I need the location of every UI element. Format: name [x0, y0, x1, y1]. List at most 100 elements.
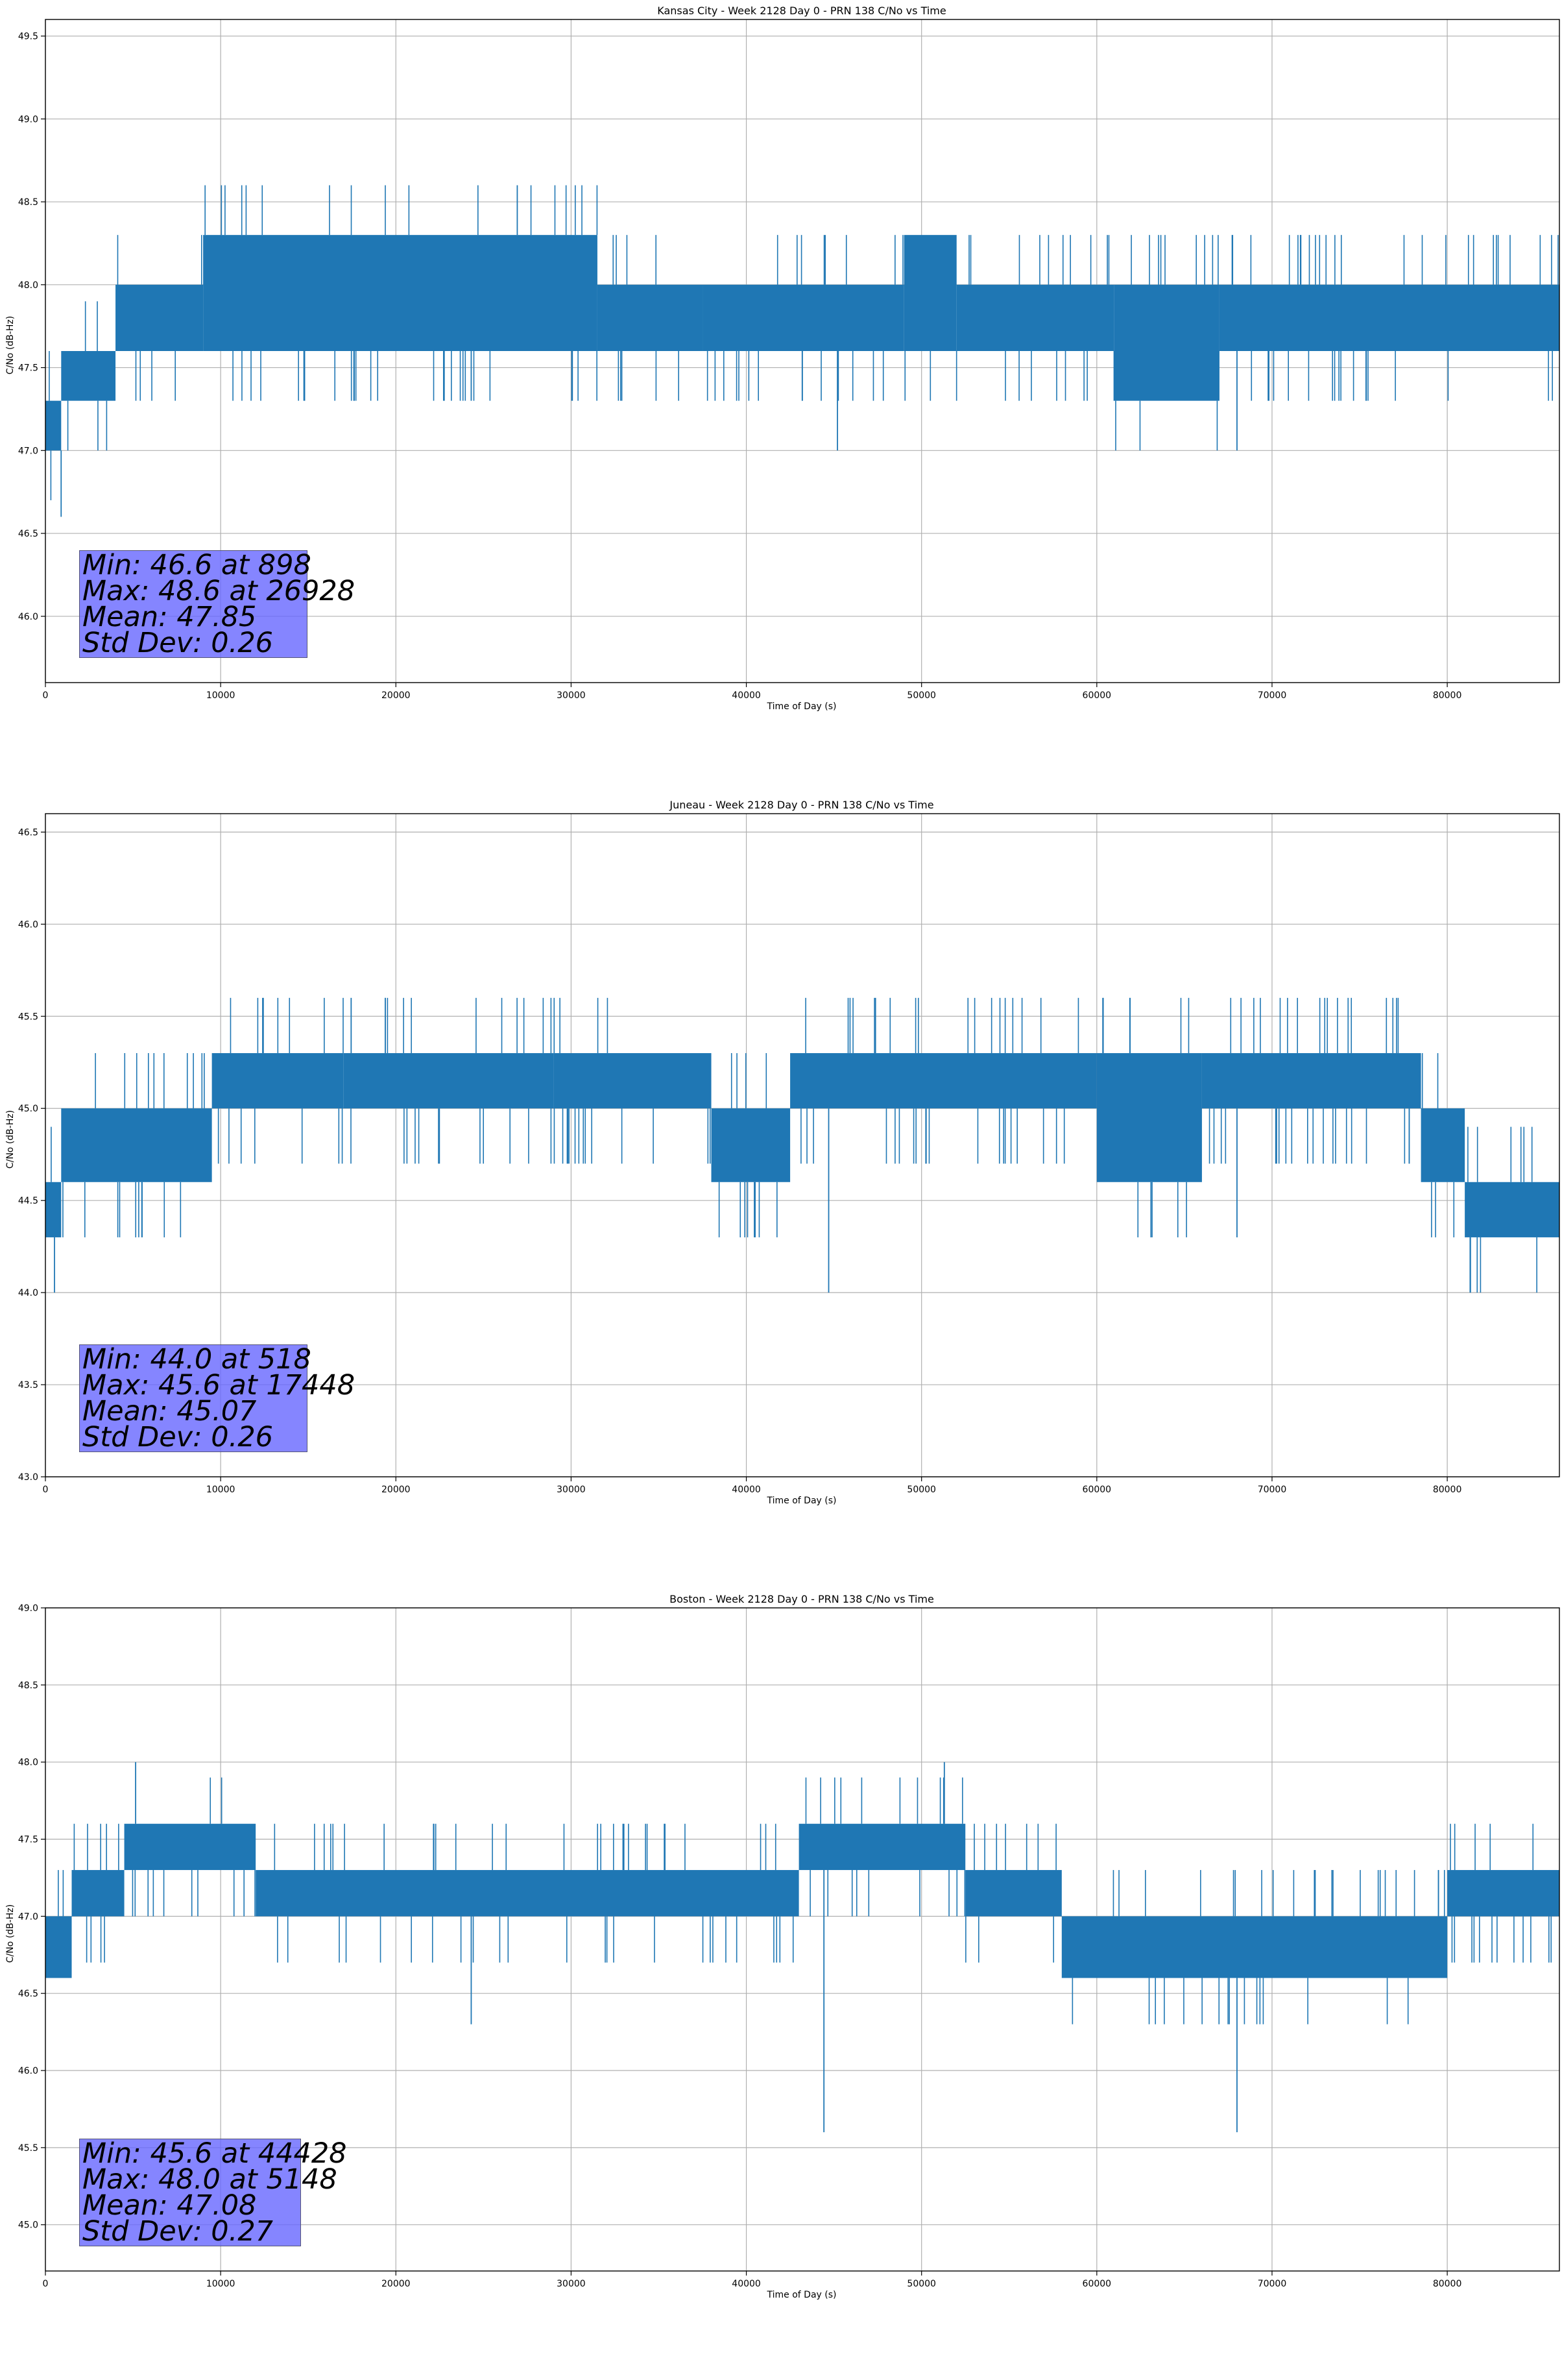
- series-cno: [45, 997, 1559, 1293]
- series-band: [45, 1182, 62, 1237]
- stats-max: Max: 48.6 at 26928: [82, 575, 355, 607]
- x-tick-label: 0: [43, 1485, 49, 1495]
- y-tick-label: 47.0: [18, 1912, 38, 1922]
- y-tick-label: 49.0: [18, 114, 38, 125]
- x-tick-label: 50000: [907, 690, 936, 701]
- chart-title: Kansas City - Week 2128 Day 0 - PRN 138 …: [657, 5, 946, 17]
- x-tick-label: 80000: [1433, 2279, 1462, 2289]
- x-tick-label: 20000: [381, 690, 411, 701]
- stats-box: Min: 45.6 at 44428 Max: 48.0 at 5148 Mea…: [79, 2137, 347, 2248]
- y-tick-label: 46.0: [18, 2066, 38, 2076]
- series-band: [61, 351, 116, 401]
- x-tick-label: 0: [43, 2279, 49, 2289]
- x-tick-label: 50000: [907, 2279, 936, 2289]
- stats-mean: Mean: 47.08: [82, 2189, 257, 2222]
- x-tick-label: 70000: [1258, 690, 1287, 701]
- x-tick-label: 10000: [206, 2279, 235, 2289]
- x-tick-label: 40000: [732, 2279, 761, 2289]
- stats-std-dev: Std Dev: 0.26: [82, 627, 274, 659]
- y-tick-label: 47.5: [18, 363, 38, 374]
- y-tick-label: 48.5: [18, 197, 38, 208]
- stats-min: Min: 44.0 at 518: [82, 1343, 311, 1376]
- chart-title: Juneau - Week 2128 Day 0 - PRN 138 C/No …: [669, 799, 933, 811]
- y-tick-label: 48.0: [18, 1758, 38, 1768]
- series-band: [1465, 1182, 1559, 1237]
- x-tick-label: 70000: [1258, 1485, 1287, 1495]
- chart-panel-kansas-city: Kansas City - Week 2128 Day 0 - PRN 138 …: [0, 0, 1562, 792]
- series-band: [124, 1823, 256, 1871]
- stats-mean: Mean: 45.07: [82, 1395, 257, 1427]
- series-band: [343, 1053, 554, 1109]
- plot-frame: [45, 813, 1560, 1477]
- series-band: [956, 284, 1114, 351]
- series-band: [597, 284, 703, 351]
- x-tick-label: 40000: [732, 690, 761, 701]
- chart-svg-juneau: Juneau - Week 2128 Day 0 - PRN 138 C/No …: [5, 799, 1560, 1506]
- y-tick-label: 46.5: [18, 1989, 38, 1999]
- axes-ticks: 0 10000 20000 30000 40000 50000 60000 70000 8000…: [18, 827, 1462, 1495]
- chart-panel-boston: Boston - Week 2128 Day 0 - PRN 138 C/No …: [0, 1588, 1562, 2380]
- x-tick-label: 50000: [907, 1485, 936, 1495]
- y-tick-label: 47.5: [18, 1835, 38, 1845]
- x-tick-label: 70000: [1258, 2279, 1287, 2289]
- y-tick-label: 45.5: [18, 1012, 38, 1022]
- stats-min: Min: 45.6 at 44428: [82, 2137, 347, 2170]
- y-tick-label: 43.5: [18, 1380, 38, 1390]
- x-tick-label: 40000: [732, 1485, 761, 1495]
- y-tick-label: 45.5: [18, 2143, 38, 2154]
- y-tick-label: 45.0: [18, 2220, 38, 2231]
- stats-std-dev: Std Dev: 0.27: [82, 2215, 274, 2248]
- y-tick-label: 46.5: [18, 827, 38, 838]
- series-band: [45, 1916, 72, 1978]
- series-band: [71, 1870, 125, 1917]
- y-tick-label: 46.0: [18, 919, 38, 930]
- y-tick-label: 44.5: [18, 1196, 38, 1206]
- chart-svg-kansas-city: Kansas City - Week 2128 Day 0 - PRN 138 …: [5, 5, 1560, 712]
- y-tick-label: 48.0: [18, 280, 38, 291]
- series-band: [256, 1870, 799, 1917]
- x-axis-label: Time of Day (s): [767, 2290, 837, 2300]
- x-tick-label: 30000: [557, 690, 586, 701]
- axes-ticks: 0 10000 20000 30000 40000 50000 60000 70000 8000…: [18, 32, 1462, 701]
- chart-svg-boston: Boston - Week 2128 Day 0 - PRN 138 C/No …: [5, 1593, 1560, 2300]
- x-tick-label: 60000: [1083, 2279, 1112, 2289]
- y-tick-label: 49.5: [18, 32, 38, 42]
- y-tick-label: 44.0: [18, 1288, 38, 1298]
- series-band: [711, 1108, 791, 1182]
- stats-max: Max: 45.6 at 17448: [82, 1369, 355, 1402]
- y-tick-label: 45.0: [18, 1104, 38, 1114]
- y-axis-label: C/No (dB-Hz): [5, 1904, 16, 1963]
- series-cno: [45, 185, 1559, 517]
- x-tick-label: 20000: [381, 1485, 411, 1495]
- series-band: [553, 1053, 712, 1109]
- y-axis-label: C/No (dB-Hz): [5, 1110, 16, 1169]
- y-tick-label: 46.0: [18, 612, 38, 622]
- stats-min: Min: 46.6 at 898: [82, 549, 311, 581]
- series-band: [1219, 284, 1559, 351]
- series-band: [904, 235, 957, 351]
- stats-box: Min: 44.0 at 518 Max: 45.6 at 17448 Mean…: [79, 1343, 355, 1452]
- chart-title: Boston - Week 2128 Day 0 - PRN 138 C/No …: [669, 1593, 934, 1605]
- series-band: [790, 1053, 1097, 1109]
- x-tick-label: 10000: [206, 1485, 235, 1495]
- series-band: [1061, 1916, 1448, 1978]
- x-tick-label: 20000: [381, 2279, 411, 2289]
- x-tick-label: 80000: [1433, 690, 1462, 701]
- x-tick-label: 30000: [557, 2279, 586, 2289]
- series-band: [115, 284, 204, 351]
- y-tick-label: 46.5: [18, 529, 38, 539]
- series-band: [1114, 284, 1220, 401]
- plot-frame: [45, 1607, 1560, 2272]
- y-tick-label: 47.0: [18, 446, 38, 456]
- stats-box: Min: 46.6 at 898 Max: 48.6 at 26928 Mean…: [79, 549, 355, 659]
- series-band: [203, 235, 597, 351]
- chart-panel-juneau: Juneau - Week 2128 Day 0 - PRN 138 C/No …: [0, 794, 1562, 1586]
- axes-ticks: 0 10000 20000 30000 40000 50000 60000 70000 8000…: [18, 1603, 1462, 2289]
- x-axis-label: Time of Day (s): [767, 1496, 837, 1506]
- stats-mean: Mean: 47.85: [82, 601, 257, 633]
- x-tick-label: 10000: [206, 690, 235, 701]
- series-band: [965, 1870, 1062, 1917]
- series-band: [61, 1108, 212, 1182]
- series-band: [1096, 1053, 1202, 1182]
- series-band: [1421, 1108, 1465, 1182]
